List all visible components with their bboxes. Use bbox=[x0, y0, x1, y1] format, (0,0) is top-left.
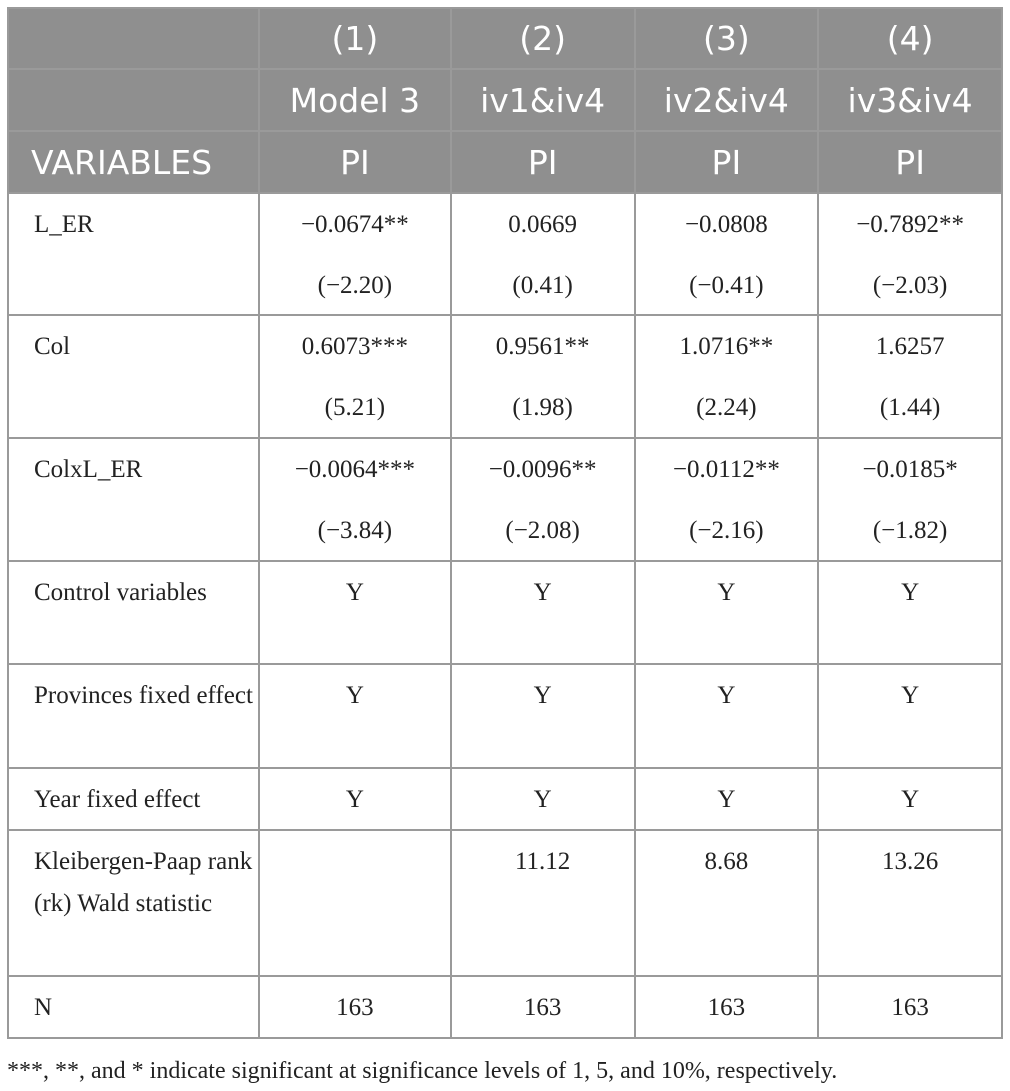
table-cell: 1.0716** (2.24) bbox=[633, 314, 820, 439]
header-cell: (1) bbox=[258, 7, 452, 70]
coefficient: −0.0064*** bbox=[294, 456, 416, 483]
table-cell: Y bbox=[817, 767, 1003, 831]
row-label: Control variables bbox=[7, 560, 260, 665]
table-cell: 163 bbox=[817, 975, 1003, 1039]
table-row-col: Col 0.6073*** (5.21) 0.9561** (1.98) 1.071… bbox=[7, 314, 1003, 439]
table-row-colxl-er: ColxL_ER −0.0064*** (−3.84) −0.0096** (−2.… bbox=[7, 437, 1003, 562]
table-cell: Y bbox=[633, 767, 820, 831]
t-statistic: (5.21) bbox=[324, 394, 386, 421]
table-cell: Y bbox=[633, 663, 820, 769]
table-cell: Y bbox=[633, 560, 820, 665]
coefficient: 0.9561** bbox=[495, 333, 590, 360]
table-cell: −0.0064*** (−3.84) bbox=[258, 437, 452, 562]
t-statistic: (2.24) bbox=[696, 394, 757, 421]
results-table: (1) (2) (3) (4) Model 3 iv1&iv4 iv2&iv4 … bbox=[7, 7, 1003, 1039]
header-cell: PI bbox=[817, 130, 1003, 194]
coefficient: 0.6073*** bbox=[301, 333, 408, 360]
table-cell: Y bbox=[449, 663, 636, 769]
table-cell: −0.0112** (−2.16) bbox=[633, 437, 820, 562]
table-row-l-er: L_ER −0.0674** (−2.20) 0.0669 (0.41) −0.08… bbox=[7, 192, 1003, 316]
header-cell: iv2&iv4 bbox=[633, 68, 820, 132]
t-statistic: (−2.16) bbox=[689, 517, 764, 544]
table-cell bbox=[258, 829, 452, 977]
t-statistic: (−3.84) bbox=[317, 517, 393, 544]
header-cell: Model 3 bbox=[258, 68, 452, 132]
table-row-n: N 163 163 163 163 bbox=[7, 975, 1003, 1039]
table-cell: Y bbox=[258, 560, 452, 665]
header-cell bbox=[7, 7, 260, 70]
header-cell: PI bbox=[258, 130, 452, 194]
header-cell: (2) bbox=[449, 7, 636, 70]
t-statistic: (−2.20) bbox=[317, 272, 393, 299]
row-label: N bbox=[7, 975, 260, 1039]
header-row-variables: VARIABLES PI PI PI PI bbox=[7, 130, 1003, 194]
header-cell bbox=[7, 68, 260, 132]
t-statistic: (−2.03) bbox=[872, 272, 948, 299]
coefficient: −0.0112** bbox=[672, 456, 780, 483]
table-cell: 0.9561** (1.98) bbox=[449, 314, 636, 439]
coefficient: 1.6257 bbox=[875, 333, 945, 360]
table-cell: Y bbox=[449, 560, 636, 665]
coefficient: −0.0185* bbox=[862, 456, 958, 483]
table-cell: 163 bbox=[633, 975, 820, 1039]
table-cell: 11.12 bbox=[449, 829, 636, 977]
header-row-model-name: Model 3 iv1&iv4 iv2&iv4 iv3&iv4 bbox=[7, 68, 1003, 132]
table-row-year-fixed-effect: Year fixed effect Y Y Y Y bbox=[7, 767, 1003, 831]
row-label: L_ER bbox=[7, 192, 260, 316]
t-statistic: (−0.41) bbox=[689, 272, 764, 299]
table-cell: 8.68 bbox=[633, 829, 820, 977]
table-cell: 1.6257 (1.44) bbox=[817, 314, 1003, 439]
row-label: Year fixed effect bbox=[7, 767, 260, 831]
table-cell: −0.0096** (−2.08) bbox=[449, 437, 636, 562]
table-row-control-variables: Control variables Y Y Y Y bbox=[7, 560, 1003, 665]
coefficient: −0.0096** bbox=[488, 456, 597, 483]
row-label: Provinces fixed effect bbox=[7, 663, 260, 769]
table-cell: Y bbox=[449, 767, 636, 831]
coefficient: −0.0674** bbox=[300, 211, 409, 238]
table-cell: 163 bbox=[449, 975, 636, 1039]
header-cell-variables: VARIABLES bbox=[7, 130, 260, 194]
table-cell: Y bbox=[817, 560, 1003, 665]
t-statistic: (−1.82) bbox=[872, 517, 948, 544]
header-cell: (3) bbox=[633, 7, 820, 70]
t-statistic: (−2.08) bbox=[505, 517, 580, 544]
table-cell: 0.0669 (0.41) bbox=[449, 192, 636, 316]
row-label: Col bbox=[7, 314, 260, 439]
table-footnote: ***, **, and * indicate significant at s… bbox=[7, 1058, 838, 1084]
header-cell: (4) bbox=[817, 7, 1003, 70]
table-cell: −0.0185* (−1.82) bbox=[817, 437, 1003, 562]
table-cell: Y bbox=[258, 767, 452, 831]
table-cell: Y bbox=[258, 663, 452, 769]
header-cell: iv1&iv4 bbox=[449, 68, 636, 132]
header-cell: iv3&iv4 bbox=[817, 68, 1003, 132]
t-statistic: (1.98) bbox=[512, 394, 573, 421]
coefficient: −0.0808 bbox=[684, 211, 768, 238]
row-label: ColxL_ER bbox=[7, 437, 260, 562]
t-statistic: (1.44) bbox=[879, 394, 941, 421]
table-cell: Y bbox=[817, 663, 1003, 769]
header-row-model-number: (1) (2) (3) (4) bbox=[7, 7, 1003, 70]
coefficient: 1.0716** bbox=[679, 333, 774, 360]
table-cell: −0.7892** (−2.03) bbox=[817, 192, 1003, 316]
table-cell: 163 bbox=[258, 975, 452, 1039]
table-row-provinces-fixed-effect: Provinces fixed effect Y Y Y Y bbox=[7, 663, 1003, 769]
table-cell: 0.6073*** (5.21) bbox=[258, 314, 452, 439]
t-statistic: (0.41) bbox=[512, 272, 573, 299]
table-cell: −0.0674** (−2.20) bbox=[258, 192, 452, 316]
coefficient: 0.0669 bbox=[508, 211, 577, 238]
header-cell: PI bbox=[633, 130, 820, 194]
table-cell: −0.0808 (−0.41) bbox=[633, 192, 820, 316]
coefficient: −0.7892** bbox=[856, 211, 965, 238]
header-cell: PI bbox=[449, 130, 636, 194]
table-row-kleibergen-paap: Kleibergen-Paap rank (rk) Wald statistic… bbox=[7, 829, 1003, 977]
row-label: Kleibergen-Paap rank (rk) Wald statistic bbox=[7, 829, 260, 977]
table-cell: 13.26 bbox=[817, 829, 1003, 977]
